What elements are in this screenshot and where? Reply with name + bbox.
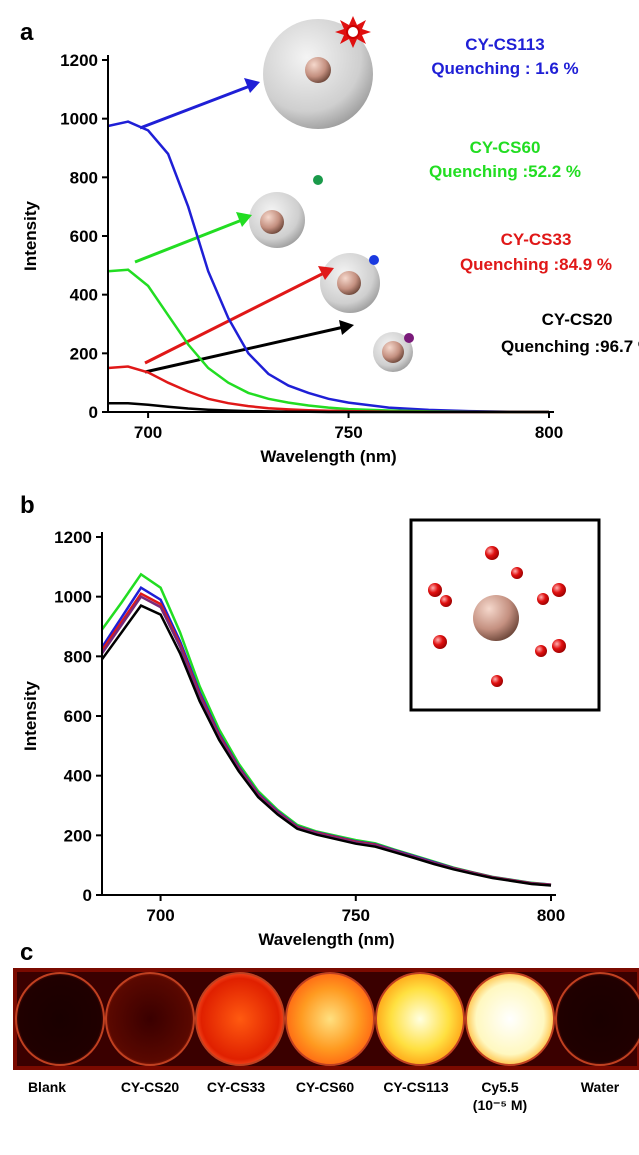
y-axis-title: Intensity xyxy=(21,681,40,751)
annotation: CY-CS20 xyxy=(542,310,613,329)
well xyxy=(196,973,284,1065)
panel-label: b xyxy=(20,492,35,519)
annotation: Quenching :84.9 % xyxy=(460,255,612,274)
well xyxy=(466,973,554,1065)
y-tick-label: 400 xyxy=(64,767,92,786)
x-tick-label: 700 xyxy=(146,906,174,925)
well-label: CY-CS33 xyxy=(207,1079,266,1095)
y-tick-label: 1200 xyxy=(54,528,92,547)
x-tick-label: 700 xyxy=(134,423,162,442)
y-tick-label: 800 xyxy=(64,647,92,666)
x-axis-title: Wavelength (nm) xyxy=(260,447,396,466)
figure: a 0 200 400 600 800 1000 1200 700 750 800 Wavelengt… xyxy=(0,0,639,1150)
well-label: Water xyxy=(581,1079,620,1095)
well xyxy=(556,973,639,1065)
well xyxy=(106,973,194,1065)
schematics xyxy=(135,16,414,372)
well-note: (10⁻⁵ M) xyxy=(473,1097,527,1113)
x-tick-label: 800 xyxy=(537,906,565,925)
annotation: CY-CS113 xyxy=(465,35,544,54)
well-label: Blank xyxy=(28,1079,66,1095)
y-tick-label: 200 xyxy=(64,826,92,845)
annotation: Quenching : 1.6 % xyxy=(431,59,578,78)
annotation: CY-CS33 xyxy=(501,230,572,249)
x-axis-title: Wavelength (nm) xyxy=(258,930,394,949)
x-tick-label: 750 xyxy=(334,423,362,442)
well xyxy=(286,973,374,1065)
x-tick-label: 800 xyxy=(535,423,563,442)
inset xyxy=(411,520,599,710)
well xyxy=(376,973,464,1065)
panel-label: c xyxy=(20,939,33,966)
y-tick-label: 600 xyxy=(70,227,98,246)
x-tick-label: 750 xyxy=(342,906,370,925)
y-tick-label: 200 xyxy=(70,344,98,363)
annotation: Quenching :52.2 % xyxy=(429,162,581,181)
panel-label: a xyxy=(20,19,34,46)
y-axis-title: Intensity xyxy=(21,201,40,271)
y-tick-label: 400 xyxy=(70,286,98,305)
y-tick-label: 1000 xyxy=(54,588,92,607)
well xyxy=(16,973,104,1065)
y-tick-label: 600 xyxy=(64,707,92,726)
y-tick-label: 1200 xyxy=(60,51,98,70)
y-tick-label: 0 xyxy=(89,403,98,422)
annotation: CY-CS60 xyxy=(470,138,541,157)
well-label: Cy5.5 xyxy=(481,1079,519,1095)
well-label: CY-CS113 xyxy=(383,1079,449,1095)
well-label: CY-CS20 xyxy=(121,1079,180,1095)
line xyxy=(108,367,549,413)
y-tick-label: 800 xyxy=(70,168,98,187)
well-label: CY-CS60 xyxy=(296,1079,355,1095)
y-tick-label: 1000 xyxy=(60,110,98,129)
y-tick-label: 0 xyxy=(83,886,92,905)
annotation: Quenching :96.7 % xyxy=(501,337,639,356)
